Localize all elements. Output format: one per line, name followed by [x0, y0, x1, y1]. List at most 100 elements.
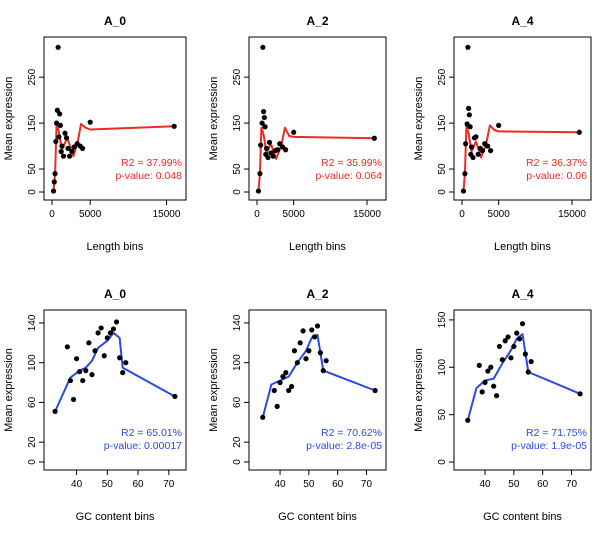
- y-tick-label: 250: [437, 68, 448, 85]
- chart-panel-2: A_4 0 50 150 250 Mean expression 0 5000 15000 Len…: [413, 14, 592, 253]
- x-tick-label: 40: [274, 479, 286, 490]
- data-point: [261, 109, 267, 115]
- p-value-label: p-value: 0.06: [526, 170, 587, 182]
- x-tick-label: 40: [479, 479, 491, 490]
- data-point: [259, 120, 265, 126]
- y-tick-label: 250: [27, 68, 38, 85]
- data-point: [466, 105, 472, 111]
- chart-title: A_2: [306, 287, 328, 301]
- x-axis-label: Length bins: [289, 241, 346, 253]
- p-value-label: p-value: 0.00017: [104, 440, 182, 452]
- data-point: [52, 171, 58, 177]
- data-point: [320, 368, 326, 374]
- data-point: [51, 179, 57, 185]
- y-tick-label: 20: [27, 436, 38, 448]
- chart-title: A_4: [511, 287, 533, 301]
- data-point: [309, 327, 315, 333]
- data-point: [92, 348, 98, 354]
- data-point: [314, 323, 321, 329]
- data-point: [98, 325, 104, 331]
- data-point: [473, 134, 479, 140]
- data-point: [460, 188, 467, 194]
- y-tick-label: 50: [232, 163, 243, 175]
- y-tick-label: 100: [437, 358, 448, 375]
- data-point: [69, 148, 75, 155]
- data-point: [171, 123, 177, 129]
- y-tick-label: 0: [232, 189, 243, 195]
- chart-panel-0: A_0 0 50 150 250 Mean expression 0 5000 15000 Len…: [3, 14, 187, 253]
- data-point: [274, 147, 281, 153]
- data-point: [517, 336, 523, 342]
- y-axis: 0 20 60 100 140: [27, 314, 45, 465]
- data-point: [63, 135, 70, 141]
- data-point: [266, 139, 273, 145]
- data-point: [59, 143, 65, 149]
- x-tick-label: 0: [49, 209, 55, 220]
- chart-panel-4: A_2 0 20 60 100 140 Mean expression 40 50 60 70 GC …: [208, 287, 387, 523]
- data-point: [294, 360, 300, 366]
- data-point: [83, 368, 89, 374]
- data-point: [52, 408, 58, 414]
- data-point: [107, 330, 113, 336]
- y-tick-label: 50: [437, 409, 448, 421]
- data-point: [62, 130, 68, 136]
- x-axis: 0 5000 15000: [254, 199, 381, 220]
- data-point: [522, 351, 528, 357]
- x-tick-label: 70: [163, 479, 175, 490]
- chart-panel-5: A_4 0 50 100 150 Mean expression 40 50 60 70 GC co…: [413, 287, 592, 523]
- y-tick-label: 0: [232, 459, 243, 465]
- p-value-label: p-value: 0.064: [315, 170, 382, 182]
- data-point: [317, 350, 323, 356]
- x-tick-label: 50: [303, 479, 315, 490]
- x-axis: 40 50 60 70: [71, 469, 175, 490]
- plot-frame: [43, 36, 187, 201]
- data-point: [262, 124, 268, 130]
- data-point: [53, 138, 59, 145]
- y-tick-label: 60: [232, 396, 243, 408]
- data-point: [476, 362, 482, 368]
- data-point: [270, 153, 276, 159]
- y-tick-label: 0: [27, 189, 38, 195]
- p-value-label: p-value: 2.8e-05: [306, 440, 382, 452]
- r2-label: R2 = 71.75%: [526, 427, 587, 439]
- data-point: [466, 112, 472, 118]
- data-point: [286, 387, 292, 394]
- data-point: [280, 373, 286, 380]
- data-point: [57, 122, 64, 128]
- r2-label: R2 = 65.01%: [121, 427, 182, 439]
- data-point: [465, 44, 471, 50]
- y-tick-label: 140: [27, 314, 38, 331]
- data-point: [496, 343, 503, 350]
- data-point: [577, 391, 583, 397]
- data-point: [260, 414, 266, 420]
- plot-frame: [248, 309, 387, 471]
- x-tick-label: 0: [459, 209, 465, 220]
- y-tick-label: 150: [437, 114, 448, 131]
- y-axis: 0 50 150 250: [27, 68, 45, 195]
- data-point: [475, 151, 481, 157]
- data-point: [511, 343, 517, 350]
- data-point: [123, 360, 129, 366]
- x-tick-label: 0: [254, 209, 260, 220]
- data-point: [104, 335, 110, 341]
- data-point: [67, 377, 74, 384]
- data-point: [79, 145, 86, 151]
- data-point: [261, 114, 267, 121]
- x-tick-label: 40: [71, 479, 83, 490]
- data-point: [508, 355, 514, 361]
- y-axis-label: Mean expression: [413, 348, 425, 432]
- data-point: [65, 145, 71, 151]
- data-point: [86, 340, 92, 346]
- data-point: [499, 357, 505, 363]
- y-tick-label: 0: [27, 459, 38, 465]
- y-tick-label: 150: [27, 114, 38, 131]
- data-point: [58, 148, 64, 155]
- x-tick-label: 60: [537, 479, 549, 490]
- chart-panel-3: A_0 0 20 60 100 140 Mean expression 40 50 60 70 GC …: [3, 287, 187, 523]
- y-tick-label: 50: [27, 163, 38, 175]
- r2-label: R2 = 37.99%: [121, 157, 182, 169]
- data-point: [283, 147, 289, 153]
- data-point: [70, 396, 77, 403]
- data-point: [255, 188, 262, 194]
- data-point: [482, 379, 488, 386]
